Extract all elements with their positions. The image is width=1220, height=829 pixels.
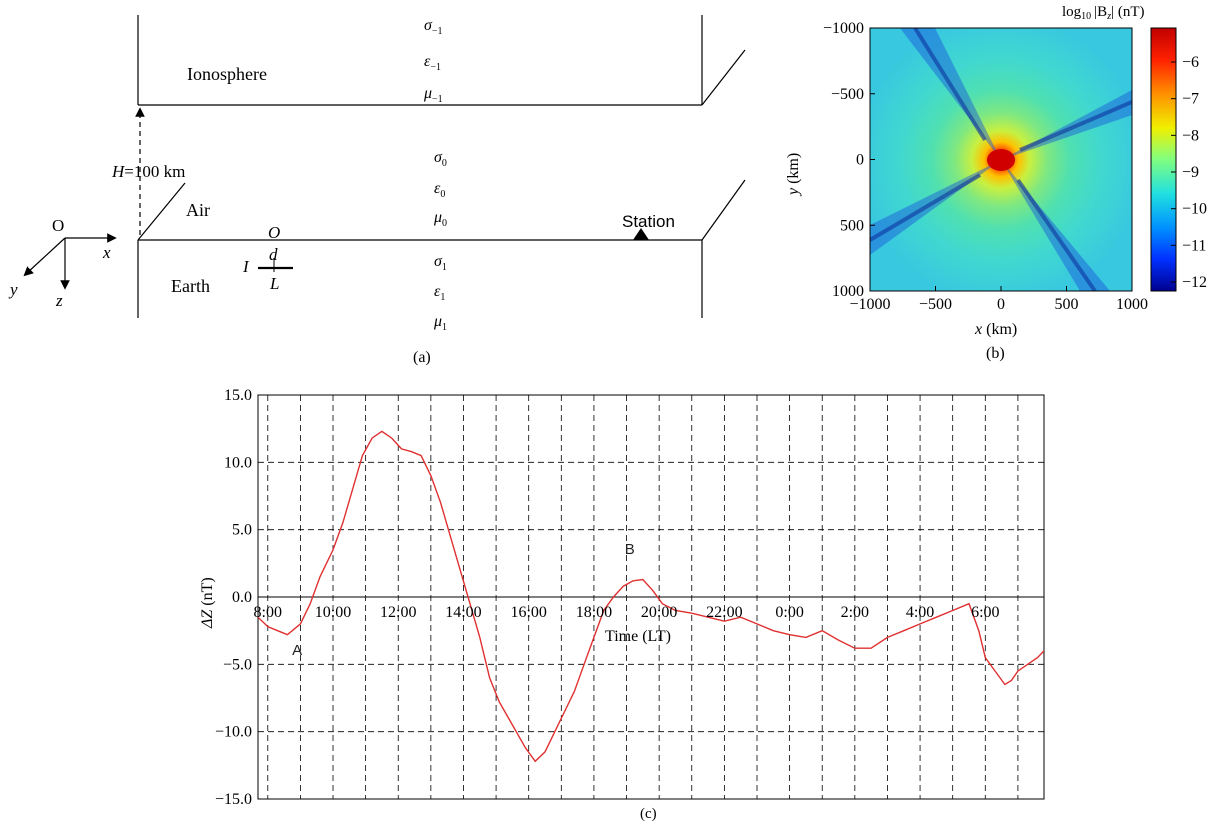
- epsilon-earth: ε1: [434, 283, 445, 303]
- chart-y-tick-label: −15.0: [215, 791, 252, 808]
- chart-x-tick-label: 12:00: [380, 604, 416, 621]
- heatmap-ylabel: y (km): [785, 153, 802, 197]
- heatmap-x-tick-label: −1000: [849, 296, 890, 313]
- axis-y-label: y: [8, 280, 18, 299]
- chart-x-tick-label: 16:00: [510, 604, 546, 621]
- station-marker: [633, 228, 649, 240]
- colorbar-tick-label: −6: [1182, 54, 1199, 71]
- source-d-label: d: [269, 245, 278, 264]
- chart-y-tick-label: 10.0: [224, 454, 252, 471]
- colorbar-tick-label: −9: [1182, 164, 1199, 181]
- ionosphere-label: Ionosphere: [187, 64, 267, 84]
- panel-b-caption: (b): [986, 345, 1005, 362]
- colorbar-tick-label: −12: [1182, 274, 1207, 291]
- panel-c-chart: 15.0 10.0 5.0 0.0 −5.0 −10.0 −15.0 8:00 10:00 12…: [199, 387, 1045, 822]
- heatmap-y-ticks: −1000 −500 0 500 1000: [823, 20, 875, 300]
- chart-x-tick-label: 0:00: [775, 604, 803, 621]
- delta-z-series-line: [258, 430, 1044, 763]
- air-label: Air: [186, 200, 210, 220]
- colorbar-tick-label: −7: [1182, 91, 1199, 108]
- panel-b-heatmap: [869, 27, 1177, 292]
- sigma-earth: σ1: [434, 253, 447, 273]
- chart-x-tick-label: 8:00: [254, 604, 282, 621]
- heatmap-x-tick-label: −500: [919, 296, 952, 313]
- chart-y-tick-label: −5.0: [223, 656, 252, 673]
- heatmap-y-tick-label: 1000: [832, 283, 864, 300]
- chart-ylabel: ΔZ (nT): [199, 577, 216, 629]
- panel-a-schematic: [23, 15, 746, 318]
- colorbar-title: log10 |Bz| (nT): [1062, 4, 1145, 22]
- chart-y-tick-label: 0.0: [232, 589, 252, 606]
- heatmap-y-tick-label: −500: [831, 86, 864, 103]
- colorbar-tick-label: −10: [1182, 201, 1207, 218]
- chart-annotation-label: B: [625, 541, 635, 558]
- axis-z-label: z: [55, 291, 63, 310]
- source-L-label: L: [269, 274, 279, 293]
- colorbar: [1150, 27, 1177, 292]
- chart-annotation-label: A: [292, 642, 302, 659]
- epsilon-air: ε0: [434, 180, 445, 200]
- mu-earth: μ1: [433, 313, 447, 333]
- heatmap-y-tick-label: 500: [840, 217, 864, 234]
- earth-label: Earth: [171, 276, 210, 296]
- heatmap-xlabel: x (km): [974, 321, 1017, 338]
- heatmap-x-tick-label: 1000: [1116, 296, 1148, 313]
- heatmap-x-tick-label: 500: [1055, 296, 1079, 313]
- origin-label: O: [52, 216, 64, 235]
- mu-ion: μ−1: [423, 85, 443, 105]
- sigma-ion: σ−1: [424, 17, 443, 37]
- chart-x-tick-label: 2:00: [841, 604, 869, 621]
- chart-x-tick-label: 20:00: [641, 604, 677, 621]
- source-origin-label: O: [268, 223, 280, 242]
- chart-x-tick-label: 22:00: [706, 604, 742, 621]
- mu-air: μ0: [433, 209, 447, 229]
- chart-annotations: AB: [292, 541, 635, 659]
- colorbar-ticks: −6 −7 −8 −9 −10 −11 −12: [1171, 54, 1207, 291]
- colorbar-tick-label: −8: [1182, 127, 1199, 144]
- chart-x-tick-label: 4:00: [906, 604, 934, 621]
- chart-x-tick-label: 6:00: [971, 604, 999, 621]
- chart-y-tick-label: −10.0: [215, 724, 252, 741]
- source-I-label: I: [242, 257, 250, 276]
- chart-x-ticks: 8:00 10:00 12:00 14:00 16:00 18:00 20:00 22:00 0…: [254, 604, 1000, 621]
- panel-c-caption: (c): [640, 806, 657, 822]
- heatmap-x-ticks: −1000 −500 0 500 1000: [849, 286, 1148, 313]
- panel-a-caption: (a): [413, 349, 431, 366]
- chart-x-tick-label: 18:00: [576, 604, 612, 621]
- heatmap-y-tick-label: 0: [856, 152, 864, 169]
- chart-x-tick-label: 14:00: [445, 604, 481, 621]
- axis-x-label: x: [102, 243, 111, 262]
- chart-y-tick-label: 15.0: [224, 387, 252, 404]
- heatmap-x-tick-label: 0: [997, 296, 1005, 313]
- chart-y-ticks: 15.0 10.0 5.0 0.0 −5.0 −10.0 −15.0: [215, 387, 252, 808]
- chart-y-tick-label: 5.0: [232, 522, 252, 539]
- heatmap-y-tick-label: −1000: [823, 20, 864, 37]
- sigma-air: σ0: [434, 149, 447, 169]
- chart-xlabel: Time (LT): [605, 628, 671, 645]
- chart-x-tick-label: 10:00: [315, 604, 351, 621]
- station-label: Station: [622, 212, 675, 231]
- epsilon-ion: ε−1: [424, 53, 441, 73]
- height-label: H=100 km: [111, 162, 185, 181]
- colorbar-tick-label: −11: [1182, 237, 1206, 254]
